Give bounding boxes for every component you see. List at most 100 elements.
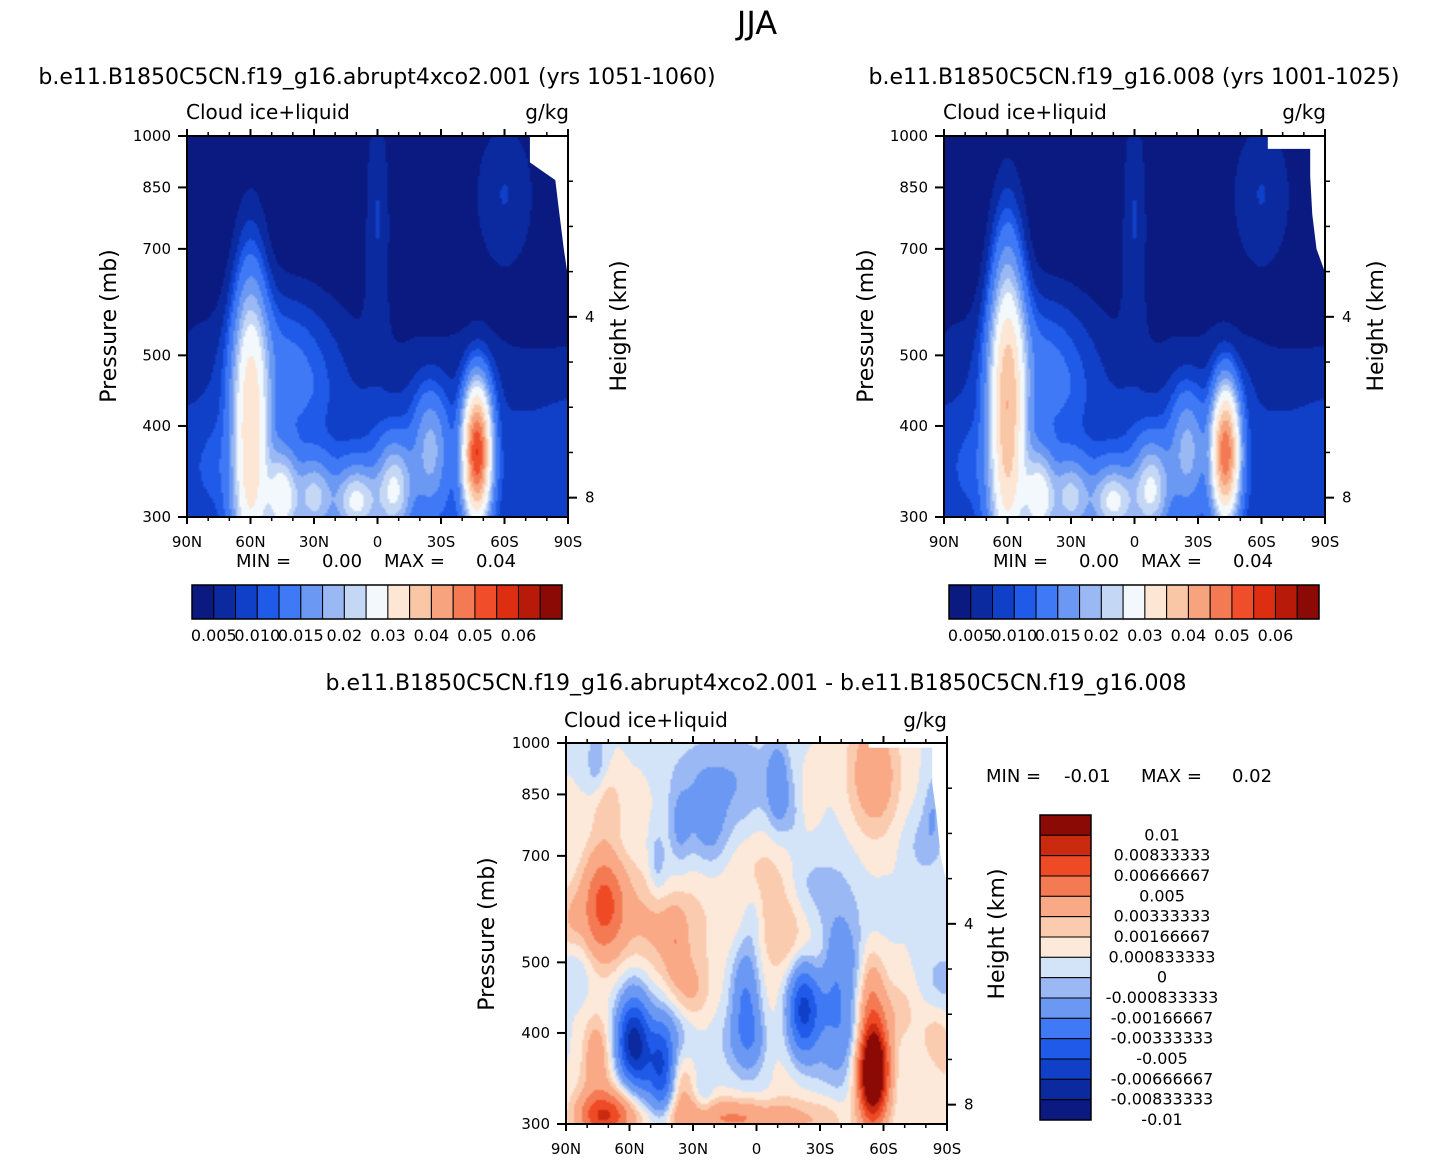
colorbar-box	[517, 584, 541, 620]
colorbar-box	[1039, 1099, 1092, 1121]
y-axis-label: Pressure (mb)	[97, 249, 122, 403]
colorbar-label: 0.000833333	[1109, 947, 1216, 966]
min-label: MIN =	[993, 551, 1048, 572]
plot-axes: 90N 60N 30N 0 30S 60S 90S 300 400 500 700 850 1000 8 4	[890, 127, 1352, 551]
x-tick-label: 30N	[678, 1140, 708, 1158]
colorbar-label: 0.06	[1258, 626, 1294, 645]
colorbar-label: 0.005	[1139, 886, 1185, 905]
colorbar-box	[1039, 977, 1092, 999]
colorbar-box	[1187, 584, 1211, 620]
panel-abrupt4xco2: b.e11.B1850C5CN.f19_g16.abrupt4xco2.001 …	[38, 65, 715, 645]
colorbar-box	[452, 584, 476, 620]
colorbar-box	[213, 584, 237, 620]
colorbar-label: 0.05	[1214, 626, 1250, 645]
plot-axes: 90N 60N 30N 0 30S 60S 90S 300 400 500 700 850 1000 8 4	[133, 127, 595, 551]
max-value: 0.04	[1233, 551, 1273, 572]
x-tick-label: 0	[1130, 533, 1140, 551]
min-value: -0.01	[1064, 766, 1111, 787]
contour-plot-area	[566, 743, 947, 1124]
panel-units-label: g/kg	[525, 100, 569, 124]
x-tick-label: 60N	[992, 533, 1022, 551]
colorbar-box	[970, 584, 994, 620]
colorbar-box	[1039, 956, 1092, 979]
y-axis-label: Pressure (mb)	[854, 249, 879, 403]
y-tick-label: 700	[521, 847, 550, 865]
y-tick-label: 500	[521, 953, 550, 971]
figure-title: JJA	[735, 4, 777, 42]
colorbar-box	[1039, 1078, 1092, 1101]
colorbar-label: 0.06	[501, 626, 537, 645]
colorbar-box	[1039, 1038, 1092, 1060]
panel-difference: b.e11.B1850C5CN.f19_g16.abrupt4xco2.001 …	[326, 671, 1273, 1158]
colorbar-box	[300, 584, 324, 620]
colorbar-box	[539, 584, 563, 620]
colorbar-box	[1039, 875, 1092, 897]
y-tick-label: 400	[899, 417, 928, 435]
max-value: 0.02	[1232, 766, 1272, 787]
x-tick-label: 60N	[614, 1140, 644, 1158]
panel-control: b.e11.B1850C5CN.f19_g16.008 (yrs 1001-10…	[854, 65, 1400, 645]
colorbar-box	[1144, 584, 1168, 620]
colorbar-box	[365, 584, 389, 620]
y-tick-label: 400	[142, 417, 171, 435]
y-axis-label: Pressure (mb)	[475, 857, 500, 1011]
y2-tick-label: 8	[1342, 489, 1352, 507]
x-tick-label: 0	[752, 1140, 762, 1158]
max-label: MAX =	[1141, 551, 1202, 572]
x-tick-label: 90N	[929, 533, 959, 551]
colorbar-frame	[948, 584, 1320, 620]
panel-units-label: g/kg	[1282, 100, 1326, 124]
x-tick-label: 30N	[1056, 533, 1086, 551]
y-tick-label: 1000	[512, 734, 550, 752]
panel-title: b.e11.B1850C5CN.f19_g16.abrupt4xco2.001 …	[326, 671, 1187, 696]
x-tick-label: 30S	[806, 1140, 835, 1158]
colorbar-label: 0.015	[1035, 626, 1081, 645]
y-tick-label: 500	[142, 346, 171, 364]
colorbar-label: 0.00333333	[1114, 907, 1211, 926]
x-tick-label: 90N	[551, 1140, 581, 1158]
x-tick-label: 60S	[1247, 533, 1276, 551]
colorbar-label: 0.05	[457, 626, 493, 645]
x-tick-label: 60S	[869, 1140, 898, 1158]
colorbar-box	[1274, 584, 1298, 620]
max-value: 0.04	[476, 551, 516, 572]
panel-left-label: Cloud ice+liquid	[564, 708, 728, 732]
panel-title: b.e11.B1850C5CN.f19_g16.008 (yrs 1001-10…	[868, 65, 1399, 90]
colorbar-label: 0.03	[370, 626, 406, 645]
colorbar-label: 0.04	[414, 626, 450, 645]
colorbar-box	[1209, 584, 1233, 620]
colorbar-label: 0.02	[327, 626, 363, 645]
colorbar-box	[1013, 584, 1037, 620]
x-tick-label: 60S	[490, 533, 519, 551]
colorbar-label: -0.00333333	[1111, 1029, 1213, 1048]
contour-plot-area	[944, 136, 1325, 517]
y2-axis-label: Height (km)	[985, 868, 1010, 999]
y2-axis-label: Height (km)	[607, 260, 632, 391]
y2-tick-label: 4	[585, 308, 595, 326]
colorbar-box	[474, 584, 498, 620]
colorbar-box	[256, 584, 280, 620]
colorbar-box	[1122, 584, 1146, 620]
colorbar-box	[1100, 584, 1124, 620]
y2-tick-label: 4	[964, 915, 974, 933]
colorbar-label: 0.02	[1084, 626, 1120, 645]
colorbar-box	[948, 584, 972, 620]
min-label: MIN =	[986, 766, 1041, 787]
colorbar-box	[1035, 584, 1059, 620]
colorbar-box	[1039, 997, 1092, 1019]
colorbar-box	[1039, 895, 1092, 918]
colorbar-box	[1039, 855, 1092, 877]
contour-field	[944, 136, 1325, 517]
colorbar-box	[322, 584, 345, 620]
x-tick-label: 30S	[1184, 533, 1213, 551]
colorbar-box	[191, 584, 215, 620]
contour-plot-area	[187, 136, 568, 517]
colorbar-label: -0.000833333	[1106, 988, 1219, 1007]
y2-tick-label: 4	[1342, 308, 1352, 326]
colorbar-label: 0.015	[278, 626, 324, 645]
colorbar-label: 0.005	[948, 626, 994, 645]
below-ground-mask	[868, 743, 947, 885]
colorbar-box	[1253, 584, 1276, 620]
